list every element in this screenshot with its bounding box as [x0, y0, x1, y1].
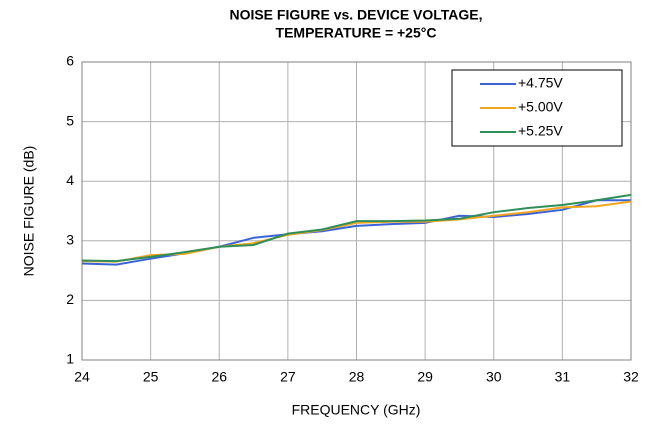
- y-tick-label: 4: [66, 172, 74, 188]
- y-tick-label: 6: [66, 53, 74, 69]
- chart-title: TEMPERATURE = +25°C: [276, 25, 437, 41]
- y-tick-label: 5: [66, 112, 74, 128]
- y-axis-label: NOISE FIGURE (dB): [21, 146, 37, 277]
- legend-label: +5.00V: [518, 99, 563, 115]
- x-tick-label: 28: [349, 369, 365, 385]
- x-tick-label: 31: [555, 369, 571, 385]
- legend-label: +5.25V: [518, 123, 563, 139]
- data-line: [81, 193, 632, 263]
- x-tick-label: 25: [143, 369, 159, 385]
- x-tick-label: 27: [280, 369, 296, 385]
- x-axis-label: FREQUENCY (GHz): [292, 402, 421, 418]
- legend-label: +4.75V: [518, 75, 563, 91]
- x-tick-label: 26: [211, 369, 227, 385]
- plot-border: [81, 61, 632, 361]
- y-tick-label: 3: [66, 232, 74, 248]
- y-tick-label: 2: [66, 291, 74, 307]
- y-tick-label: 1: [66, 351, 74, 367]
- x-tick-label: 32: [623, 369, 639, 385]
- x-tick-label: 24: [74, 369, 90, 385]
- x-tick-label: 29: [417, 369, 433, 385]
- x-tick-label: 30: [486, 369, 502, 385]
- chart-title: NOISE FIGURE vs. DEVICE VOLTAGE,: [229, 7, 482, 23]
